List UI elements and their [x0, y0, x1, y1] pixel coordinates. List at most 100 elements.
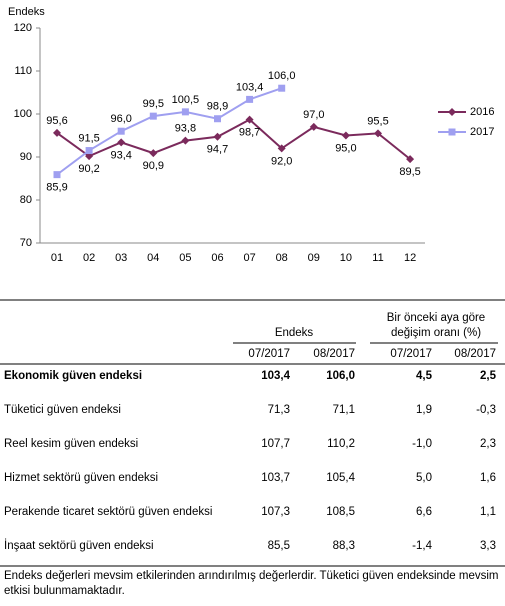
- cell: 105,4: [326, 472, 355, 484]
- row-label: Hizmet sektörü güven endeksi: [4, 472, 158, 484]
- data-label: 89,5: [399, 166, 420, 178]
- cell: 71,3: [268, 404, 290, 416]
- data-label: 85,9: [46, 182, 67, 194]
- x-tick-label: 01: [51, 252, 63, 264]
- x-tick-label: 09: [308, 252, 320, 264]
- cell: -1,4: [412, 540, 432, 552]
- data-label: 96,0: [110, 113, 131, 125]
- cell: 1,1: [480, 506, 496, 518]
- y-tick-label: 70: [20, 237, 32, 249]
- cell: 1,6: [480, 472, 496, 484]
- cell: 2,3: [480, 438, 496, 450]
- cell: -1,0: [412, 438, 432, 450]
- data-label: 97,0: [303, 109, 324, 121]
- cell: 3,3: [480, 540, 496, 552]
- legend-label: 2016: [470, 106, 494, 118]
- group-header: Bir önceki aya göre: [387, 312, 485, 324]
- data-label: 100,5: [172, 94, 200, 106]
- cell: 103,4: [261, 370, 290, 382]
- cell: 103,7: [261, 472, 290, 484]
- data-label: 103,4: [236, 81, 264, 93]
- x-tick-label: 07: [243, 252, 255, 264]
- y-tick-label: 80: [20, 194, 32, 206]
- cell: 88,3: [333, 540, 355, 552]
- group-header: Endeks: [275, 327, 314, 339]
- point: [406, 155, 415, 164]
- data-label: 99,5: [143, 98, 164, 110]
- data-label: 95,5: [367, 115, 388, 127]
- data-label: 98,7: [239, 126, 260, 138]
- data-label: 95,6: [46, 115, 67, 127]
- x-tick-label: 12: [404, 252, 416, 264]
- point: [85, 147, 93, 155]
- x-tick-label: 11: [372, 252, 383, 264]
- point: [149, 112, 157, 120]
- y-tick-label: 100: [14, 108, 32, 120]
- y-axis-label: Endeks: [8, 6, 45, 18]
- column-header: 08/2017: [454, 348, 496, 360]
- row-label: Reel kesim güven endeksi: [4, 438, 138, 450]
- point: [53, 128, 61, 137]
- x-tick-label: 03: [115, 252, 127, 264]
- cell: 107,7: [261, 438, 290, 450]
- data-label: 91,5: [78, 132, 99, 144]
- data-label: 93,4: [110, 149, 131, 161]
- point: [278, 84, 286, 92]
- legend-label: 2017: [470, 126, 494, 138]
- data-label: 92,0: [271, 155, 292, 167]
- point: [309, 122, 318, 131]
- row-label: Perakende ticaret sektörü güven endeksi: [4, 506, 212, 518]
- data-label: 95,0: [335, 142, 356, 154]
- row-label: İnşaat sektörü güven endeksi: [4, 539, 154, 552]
- point: [374, 129, 382, 138]
- group-header: değişim oranı (%): [391, 327, 481, 339]
- point: [117, 127, 125, 135]
- row-label: Ekonomik güven endeksi: [4, 370, 142, 382]
- data-label: 98,9: [207, 101, 228, 113]
- data-label: 93,8: [175, 123, 196, 135]
- point: [246, 95, 254, 103]
- column-header: 08/2017: [313, 348, 355, 360]
- point: [149, 149, 158, 158]
- point: [213, 132, 222, 141]
- x-tick-label: 08: [276, 252, 288, 264]
- point: [117, 138, 126, 147]
- cell: 71,1: [333, 404, 355, 416]
- legend-marker: [448, 128, 456, 136]
- y-tick-label: 120: [14, 22, 32, 34]
- cell: 85,5: [268, 540, 290, 552]
- column-header: 07/2017: [390, 348, 432, 360]
- x-tick-label: 04: [147, 252, 159, 264]
- cell: -0,3: [476, 404, 496, 416]
- point: [341, 131, 350, 140]
- footnote: Endeks değerleri mevsim etkilerinden arı…: [4, 570, 499, 597]
- cell: 1,9: [416, 404, 432, 416]
- cell: 110,2: [327, 438, 355, 450]
- cell: 5,0: [416, 472, 432, 484]
- data-label: 90,9: [143, 160, 164, 172]
- point: [85, 152, 94, 161]
- point: [181, 108, 189, 116]
- x-tick-label: 10: [340, 252, 352, 264]
- y-tick-label: 90: [20, 151, 32, 163]
- point: [53, 171, 61, 179]
- cell: 6,6: [416, 506, 432, 518]
- row-label: Tüketici güven endeksi: [4, 404, 121, 416]
- line-2016: [56, 118, 411, 160]
- point: [245, 115, 254, 124]
- cell: 4,5: [416, 370, 433, 382]
- data-label: 106,0: [268, 70, 296, 82]
- cell: 107,3: [261, 506, 290, 518]
- cell: 2,5: [480, 370, 497, 382]
- point: [214, 115, 221, 123]
- data-label: 94,7: [207, 144, 228, 156]
- data-label: 90,2: [78, 163, 99, 175]
- table: Endeks Bir önceki aya göre değişim oranı (…: [0, 299, 505, 567]
- cell: 106,0: [326, 370, 355, 382]
- column-header: 07/2017: [248, 348, 290, 360]
- y-tick-label: 110: [14, 65, 32, 77]
- legend-marker: [448, 108, 456, 116]
- point: [181, 136, 190, 145]
